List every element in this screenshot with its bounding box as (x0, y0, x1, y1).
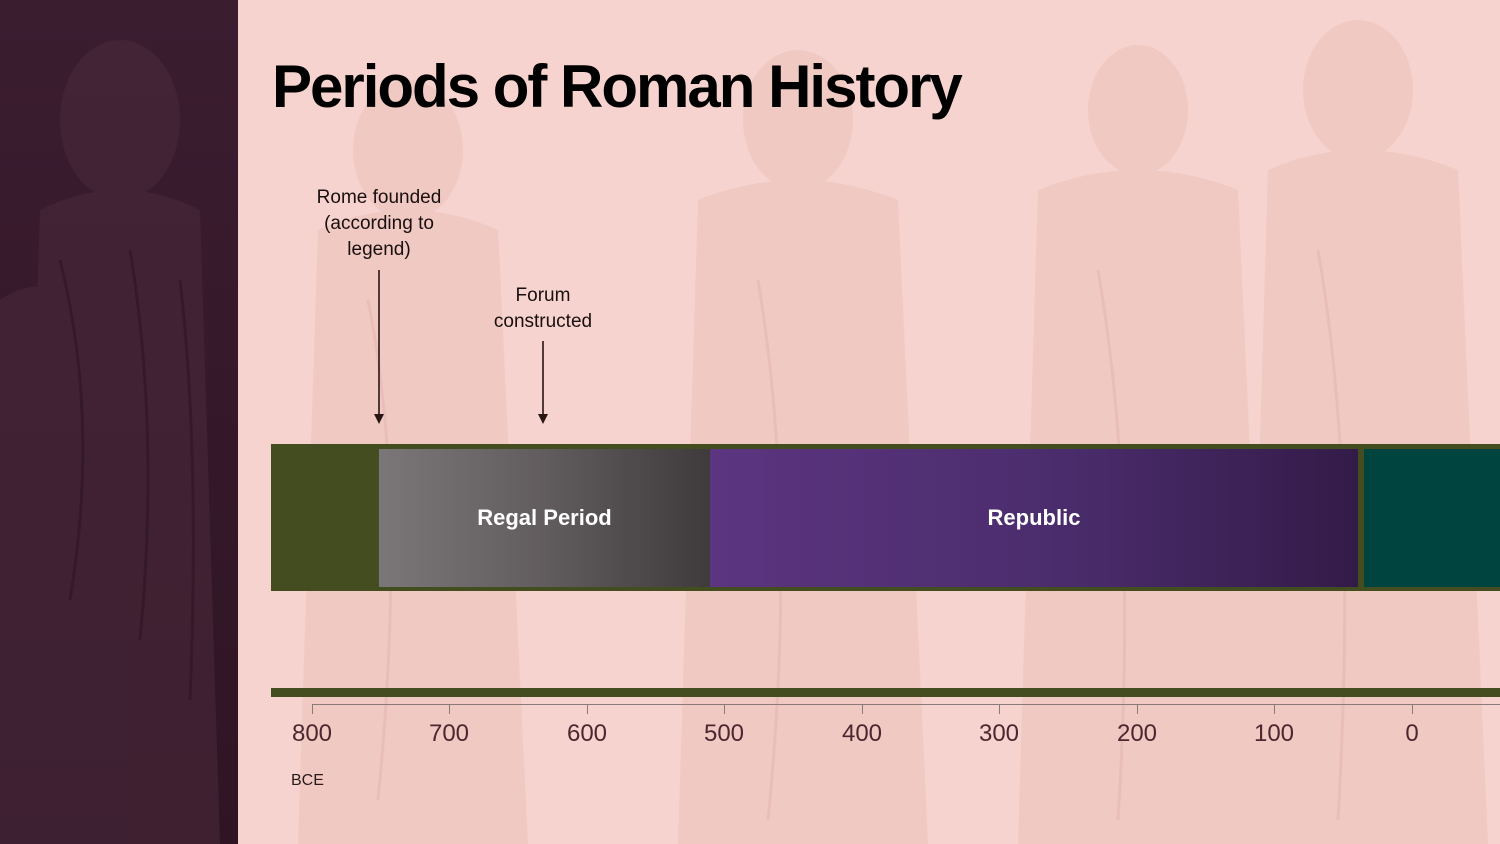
axis-tick-label: 100 (1253, 720, 1295, 747)
period-republic: Republic (710, 449, 1358, 587)
axis-tick-label: 600 (566, 720, 608, 747)
period-regal-label: Regal Period (477, 505, 612, 530)
background-relief (298, 20, 1488, 844)
slide-title: Periods of Roman History (272, 53, 963, 120)
axis-bar (271, 688, 1500, 697)
axis-tick (1137, 704, 1138, 714)
axis-tick (1274, 704, 1275, 714)
axis-tick (1412, 704, 1413, 714)
axis-tick-label: 300 (978, 720, 1020, 747)
period-regal: Regal Period (379, 449, 710, 587)
axis-tick (587, 704, 588, 714)
axis-tick (312, 704, 313, 714)
axis-tick (999, 704, 1000, 714)
arrow-forum-constructed (538, 341, 548, 424)
sidebar-panel (0, 0, 238, 844)
axis-era-label: BCE (291, 772, 324, 789)
arrow-rome-founded (374, 270, 384, 424)
axis-tick-label: 400 (841, 720, 883, 747)
axis-tick-label: 500 (703, 720, 745, 747)
axis-tick (449, 704, 450, 714)
annotation-rome-founded: Rome founded (according to legend) (316, 187, 442, 260)
axis-line (312, 704, 1500, 705)
axis-tick (862, 704, 863, 714)
period-republic-label: Republic (987, 505, 1081, 530)
axis-tick (724, 704, 725, 714)
axis-tick-label: 0 (1405, 720, 1419, 747)
statue-silhouette (0, 40, 220, 844)
axis-tick-label: 700 (428, 720, 470, 747)
axis-tick-label: 200 (1116, 720, 1158, 747)
period-empire (1364, 449, 1500, 587)
annotation-forum-constructed: Forum constructed (493, 285, 593, 332)
axis-tick-label: 800 (291, 720, 333, 747)
